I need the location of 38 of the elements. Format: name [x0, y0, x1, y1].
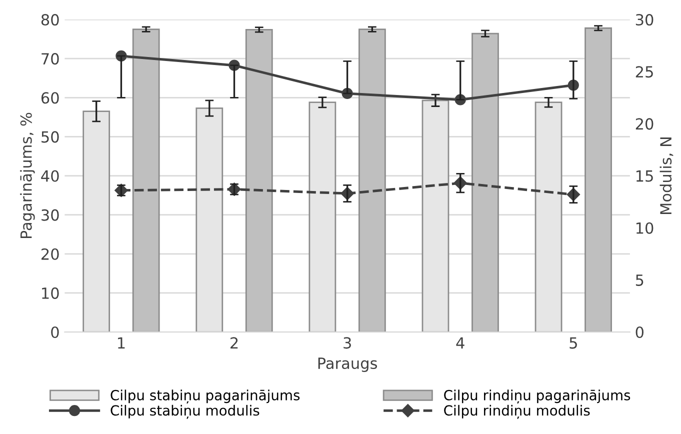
- legend-label: Cilpu rindiņu modulis: [444, 404, 590, 419]
- legend-label: Cilpu rindiņu pagarinājums: [444, 390, 630, 404]
- y2-tick-label: 10: [636, 222, 654, 234]
- y2-tick-label: 30: [636, 14, 654, 26]
- x-tick-label: 1: [118, 337, 125, 348]
- y-tick-label: 20: [42, 248, 59, 260]
- bar: [196, 108, 224, 332]
- y-axis-title: Pagarinājums, %: [20, 112, 35, 238]
- x-axis-title: Paraugs: [318, 358, 377, 372]
- y2-tick-label: 15: [636, 170, 653, 182]
- y2-tick-label: 0: [636, 326, 644, 338]
- legend-label: Cilpu stabiņu modulis: [110, 404, 260, 419]
- legend-label: Cilpu stabiņu pagarinājums: [110, 390, 300, 404]
- y-tick-label: 10: [42, 287, 59, 299]
- y-tick-label: 50: [42, 131, 59, 143]
- y-tick-label: 0: [51, 326, 59, 338]
- y-tick-label: 30: [42, 209, 59, 221]
- y-tick-label: 60: [41, 92, 59, 104]
- bar: [584, 27, 612, 332]
- y2-tick-label: 20: [636, 118, 654, 130]
- x-tick-label: 3: [344, 337, 351, 349]
- y2-axis-title: Modulis, N: [660, 138, 674, 214]
- bar: [422, 100, 450, 332]
- x-tick-label: 2: [230, 337, 238, 348]
- bar: [132, 28, 160, 332]
- x-tick-label: 4: [456, 337, 464, 348]
- bar: [358, 28, 386, 332]
- x-tick-label: 5: [570, 337, 577, 349]
- bar: [308, 102, 336, 332]
- y2-tick-label: 25: [636, 66, 653, 78]
- y2-tick-label: 5: [636, 274, 644, 286]
- bar: [82, 110, 110, 332]
- y-tick-label: 40: [41, 170, 59, 182]
- bar: [534, 102, 562, 332]
- bar: [245, 28, 273, 332]
- y-tick-label: 80: [41, 14, 59, 26]
- y-tick-label: 70: [42, 53, 59, 65]
- bar: [472, 32, 499, 332]
